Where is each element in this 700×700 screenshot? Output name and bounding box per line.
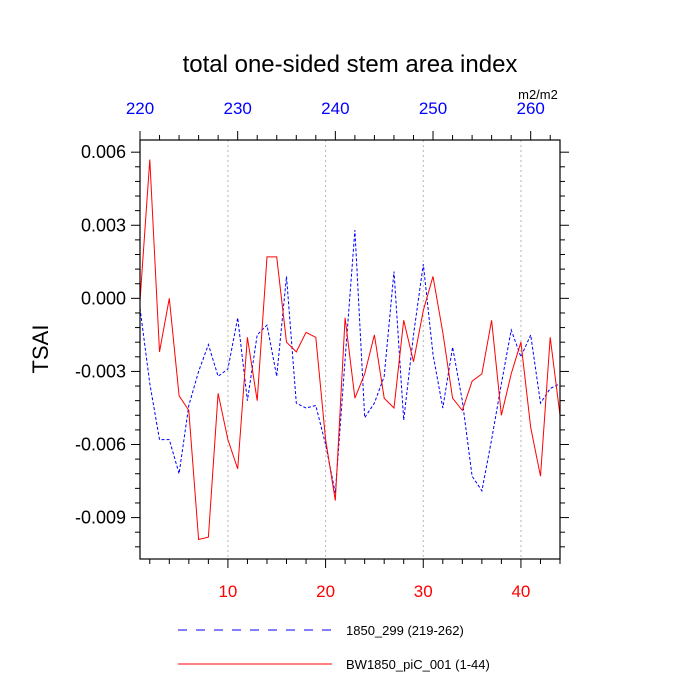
x-tick-label-bottom: 30	[414, 582, 433, 601]
legend: 1850_299 (219-262) BW1850_piC_001 (1-44)	[178, 623, 490, 672]
y-tick-label: -0.006	[75, 435, 126, 455]
series-layer	[139, 159, 561, 541]
x-tick-label-top: 260	[517, 99, 545, 118]
plot-frame	[139, 139, 561, 560]
x-tick-label-bottom: 20	[316, 582, 335, 601]
y-axis-label: TSAI	[28, 325, 53, 374]
legend-label-1: 1850_299 (219-262)	[346, 623, 464, 638]
x-tick-label-top: 240	[321, 99, 349, 118]
chart-title: total one-sided stem area index	[183, 51, 518, 78]
y-tick-label: 0.006	[81, 142, 126, 162]
y-tick-label: -0.009	[75, 508, 126, 528]
y-tick-label: -0.003	[75, 361, 126, 381]
units-label: m2/m2	[518, 87, 558, 102]
x-tick-label-top: 220	[126, 99, 154, 118]
x-tick-label-bottom: 10	[218, 582, 237, 601]
legend-label-2: BW1850_piC_001 (1-44)	[346, 657, 490, 672]
y-tick-label: 0.003	[81, 215, 126, 235]
x-tick-label-bottom: 40	[511, 582, 530, 601]
y-tick-label: 0.000	[81, 288, 126, 308]
tick-layer: 0.006 0.003 0.000 -0.003 -0.006 -0.009 10 20 30 4…	[75, 99, 569, 601]
x-tick-label-top: 230	[223, 99, 251, 118]
series-line-2	[139, 159, 561, 541]
x-tick-label-top: 250	[419, 99, 447, 118]
series-line-1	[139, 230, 561, 494]
